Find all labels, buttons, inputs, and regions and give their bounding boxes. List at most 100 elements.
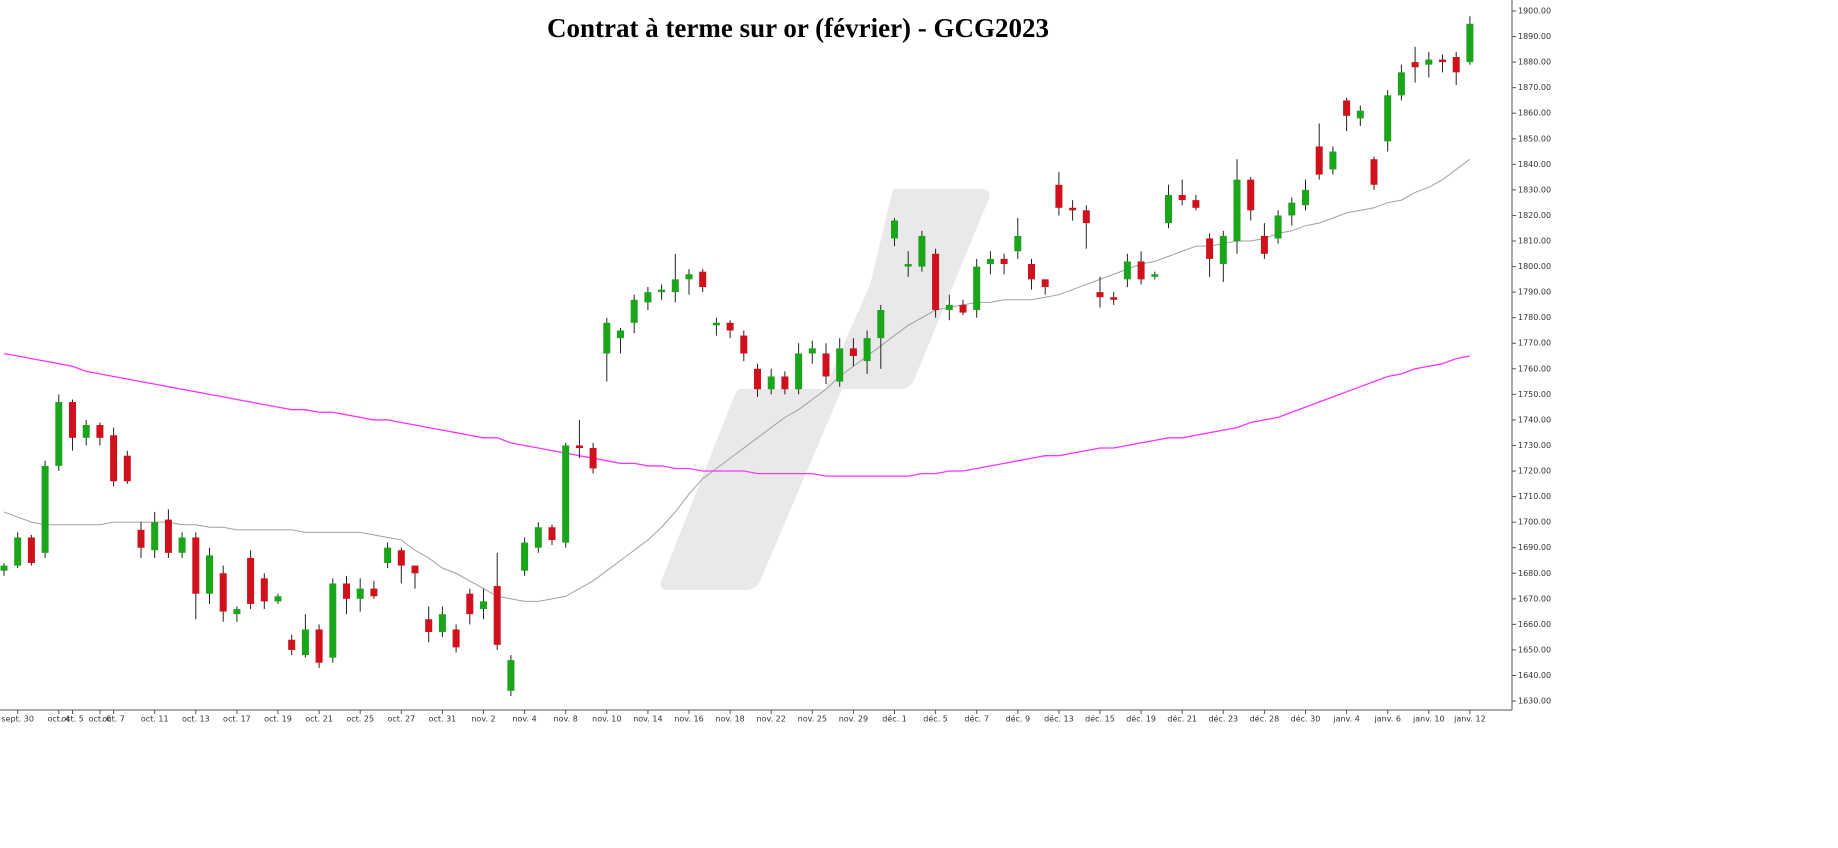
candle-body	[55, 402, 63, 466]
candle-body	[1192, 200, 1200, 208]
candle-body	[1425, 59, 1433, 65]
candle-body	[247, 557, 255, 604]
x-tick-label: oct. 13	[182, 715, 210, 724]
candle-body	[260, 578, 268, 602]
candle-body	[411, 565, 419, 574]
candle-body	[425, 619, 433, 633]
y-tick-label: 1830.00	[1518, 185, 1551, 194]
y-tick-label: 1780.00	[1518, 313, 1551, 322]
candle-body	[1000, 258, 1008, 265]
y-tick-label: 1720.00	[1518, 467, 1551, 476]
candle-body	[1466, 23, 1474, 63]
y-tick-label: 1790.00	[1518, 288, 1551, 297]
x-tick-label: sept. 30	[1, 715, 34, 724]
x-tick-label: nov. 4	[512, 715, 536, 724]
candle-body	[466, 593, 474, 615]
candle-body	[1219, 235, 1227, 265]
candle-body	[548, 527, 556, 541]
x-tick-label: oct. 6	[89, 715, 112, 724]
candle-body	[1411, 62, 1419, 68]
candle-body	[822, 353, 830, 377]
y-tick-label: 1730.00	[1518, 441, 1551, 450]
x-tick-label: déc. 5	[923, 714, 948, 724]
candle-body	[1110, 297, 1118, 300]
x-tick-label: janv. 4	[1332, 715, 1359, 724]
candle-body	[534, 527, 542, 548]
y-tick-label: 1900.00	[1518, 6, 1551, 15]
candle-body	[1343, 100, 1351, 116]
candle-body	[27, 537, 35, 564]
y-tick-label: 1680.00	[1518, 569, 1551, 578]
candle-body	[1288, 202, 1296, 216]
candle-body	[1247, 179, 1255, 211]
candle-body	[877, 310, 885, 339]
candle-body	[932, 253, 940, 311]
y-tick-label: 1740.00	[1518, 415, 1551, 424]
candle-body	[589, 448, 597, 469]
y-tick-label: 1880.00	[1518, 58, 1551, 67]
candle-body	[1302, 189, 1309, 206]
candle-body	[1082, 210, 1090, 224]
candle-body	[370, 588, 378, 597]
candle-body	[671, 279, 679, 293]
candle-body	[41, 465, 49, 553]
candle-body	[1315, 146, 1323, 175]
candle-body	[1151, 274, 1159, 277]
candle-body	[480, 601, 487, 610]
candle-body	[151, 522, 159, 551]
candle-body	[274, 596, 282, 602]
candle-body	[1165, 195, 1172, 224]
x-tick-label: nov. 14	[633, 715, 662, 724]
candle-body	[904, 264, 912, 267]
candle-body	[1096, 292, 1104, 298]
candle-body	[726, 322, 734, 331]
y-tick-label: 1760.00	[1518, 364, 1551, 373]
candle-body	[918, 235, 926, 267]
y-tick-label: 1770.00	[1518, 339, 1551, 348]
candle-body	[699, 271, 707, 288]
x-tick-label: oct. 11	[141, 715, 169, 724]
y-tick-label: 1650.00	[1518, 645, 1551, 654]
candle-body	[575, 445, 583, 449]
candle-body	[603, 322, 611, 354]
candle-body	[836, 348, 844, 382]
candle-body	[1397, 72, 1405, 96]
x-tick-label: nov. 18	[715, 715, 744, 724]
candle-body	[384, 547, 392, 564]
candle-body	[945, 304, 953, 311]
x-tick-label: nov. 2	[471, 715, 495, 724]
candle-body	[315, 629, 323, 663]
candle-body	[1370, 159, 1378, 185]
candle-body	[1055, 184, 1063, 208]
y-tick-label: 1870.00	[1518, 83, 1551, 92]
y-tick-label: 1710.00	[1518, 492, 1551, 501]
y-tick-label: 1840.00	[1518, 160, 1551, 169]
candle-body	[658, 289, 666, 293]
y-tick-label: 1750.00	[1518, 390, 1551, 399]
x-tick-label: déc. 21	[1167, 714, 1197, 724]
x-tick-label: oct. 17	[223, 715, 251, 724]
candle-body	[192, 537, 200, 594]
candle-body	[438, 614, 446, 633]
candle-body	[14, 537, 22, 566]
candle-body	[644, 292, 652, 303]
candle-body	[301, 629, 309, 656]
candle-body	[493, 586, 501, 645]
x-tick-label: nov. 16	[674, 715, 703, 724]
candle-body	[740, 335, 748, 354]
candle-body	[1137, 261, 1145, 280]
x-tick-label: nov. 10	[592, 715, 621, 724]
candle-body	[795, 353, 803, 390]
candle-body	[1439, 59, 1446, 63]
candle-body	[452, 629, 460, 648]
candle-body	[630, 299, 638, 323]
candle-body	[219, 573, 227, 612]
x-tick-label: déc. 15	[1085, 714, 1115, 724]
candle-body	[986, 258, 994, 265]
candle-body	[863, 338, 871, 362]
candle-body	[69, 402, 76, 438]
candle-body	[959, 304, 967, 313]
y-tick-label: 1810.00	[1518, 237, 1551, 246]
moving-average	[3, 352, 1471, 477]
